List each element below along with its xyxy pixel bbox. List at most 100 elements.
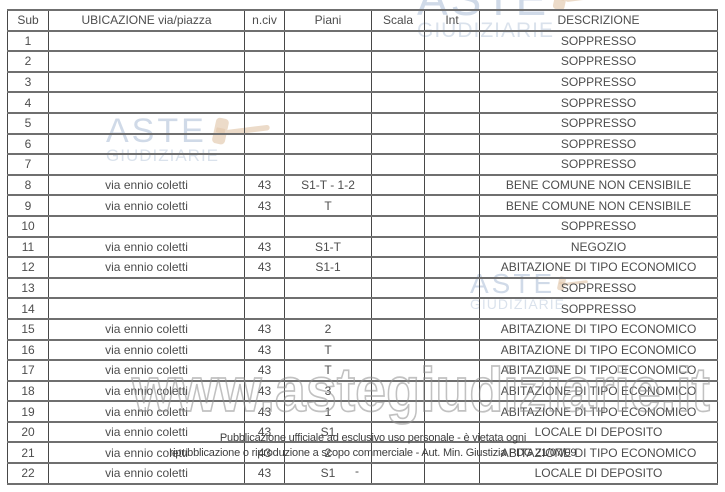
cell-sub: 18: [7, 379, 49, 403]
cell-scala: [371, 173, 425, 197]
cell-scala: [371, 276, 425, 300]
cell-int: [424, 173, 480, 197]
cell-nciv: [244, 276, 285, 300]
cell-piani: [284, 70, 372, 94]
cell-sub: 1: [7, 29, 49, 53]
cell-scala: [371, 70, 425, 94]
table-row: 9 via ennio coletti 43 T BENE COMUNE NON CEN…: [7, 194, 718, 217]
cell-ubicazione: via ennio coletti: [48, 379, 245, 403]
cell-int: [424, 194, 480, 217]
cadastral-units-table: Sub UBICAZIONE via/piazza n.civ Piani Scala I…: [7, 9, 718, 485]
cell-ubicazione: via ennio coletti: [48, 420, 245, 444]
table-row: 18 via ennio coletti 43 3 ABITAZIONE DI TIPO…: [7, 379, 718, 403]
table-row: 5 SOPPRESSO: [7, 111, 718, 135]
cell-nciv: [244, 29, 285, 53]
cell-piani: S1: [284, 462, 372, 485]
cell-ubicazione: via ennio coletti: [48, 338, 245, 362]
cell-int: [424, 111, 480, 135]
cell-descrizione: SOPPRESSO: [479, 153, 718, 176]
cell-piani: [284, 153, 372, 176]
cell-descrizione: SOPPRESSO: [479, 50, 718, 73]
cell-sub: 6: [7, 132, 49, 156]
cell-int: [424, 420, 480, 444]
column-header-sub: Sub: [7, 9, 49, 32]
cell-descrizione: ABITAZIONE DI TIPO ECONOMICO: [479, 400, 718, 423]
cell-ubicazione: [48, 91, 245, 114]
cell-descrizione: ABITAZIONE DI TIPO ECONOMICO: [479, 338, 718, 362]
table-row: 8 via ennio coletti 43 S1-T - 1-2 BENE COMUN…: [7, 173, 718, 197]
cell-piani: 2: [284, 317, 372, 341]
cell-piani: S1-1: [284, 256, 372, 279]
cell-ubicazione: via ennio coletti: [48, 173, 245, 197]
cell-descrizione: ABITAZIONE DI TIPO ECONOMICO: [479, 359, 718, 382]
cell-sub: 3: [7, 70, 49, 94]
cell-nciv: [244, 153, 285, 176]
cell-descrizione: BENE COMUNE NON CENSIBILE: [479, 173, 718, 197]
table-row: 12 via ennio coletti 43 S1-1 ABITAZIONE DI T…: [7, 256, 718, 279]
cell-int: [424, 441, 480, 465]
table-row: 3 SOPPRESSO: [7, 70, 718, 94]
cell-sub: 17: [7, 359, 49, 382]
cell-piani: T: [284, 359, 372, 382]
cell-piani: T: [284, 194, 372, 217]
cell-descrizione: SOPPRESSO: [479, 214, 718, 238]
cell-piani: [284, 132, 372, 156]
cell-nciv: 43: [244, 420, 285, 444]
cell-ubicazione: [48, 297, 245, 320]
cell-descrizione: SOPPRESSO: [479, 132, 718, 156]
cell-int: [424, 214, 480, 238]
table-row: 16 via ennio coletti 43 T ABITAZIONE DI TIPO…: [7, 338, 718, 362]
cell-scala: [371, 194, 425, 217]
cell-sub: 12: [7, 256, 49, 279]
cell-nciv: 43: [244, 194, 285, 217]
cell-nciv: [244, 297, 285, 320]
table-header-row: Sub UBICAZIONE via/piazza n.civ Piani Scala I…: [7, 9, 718, 32]
cell-descrizione: SOPPRESSO: [479, 297, 718, 320]
column-header-int: Int: [424, 9, 480, 32]
table-body: 1 SOPPRESSO 2 SOPPRESSO 3 SOPPRESSO 4 SOPPRESSO…: [7, 29, 718, 485]
cell-int: [424, 359, 480, 382]
column-header-piani: Piani: [284, 9, 372, 32]
cell-sub: 22: [7, 462, 49, 485]
table-row: 21 via ennio coletti 43 2 ABITAZIONE DI TIPO…: [7, 441, 718, 465]
cell-nciv: 43: [244, 256, 285, 279]
cell-descrizione: SOPPRESSO: [479, 29, 718, 53]
cell-scala: [371, 379, 425, 403]
cell-scala: [371, 91, 425, 114]
cell-ubicazione: [48, 70, 245, 94]
cell-descrizione: SOPPRESSO: [479, 91, 718, 114]
cell-sub: 9: [7, 194, 49, 217]
cell-scala: [371, 132, 425, 156]
cell-int: [424, 400, 480, 423]
cell-int: [424, 256, 480, 279]
cell-nciv: [244, 70, 285, 94]
cell-descrizione: NEGOZIO: [479, 235, 718, 259]
cell-piani: [284, 214, 372, 238]
cell-piani: [284, 50, 372, 73]
column-header-scala: Scala: [371, 9, 425, 32]
cell-sub: 21: [7, 441, 49, 465]
table-row: 17 via ennio coletti 43 T ABITAZIONE DI TIPO…: [7, 359, 718, 382]
cell-ubicazione: [48, 214, 245, 238]
cell-nciv: 43: [244, 441, 285, 465]
cell-sub: 7: [7, 153, 49, 176]
table-row: 20 via ennio coletti 43 S1 LOCALE DI DEPOSIT…: [7, 420, 718, 444]
cell-ubicazione: [48, 153, 245, 176]
cell-scala: [371, 50, 425, 73]
cell-descrizione: SOPPRESSO: [479, 70, 718, 94]
cell-nciv: 43: [244, 462, 285, 485]
cell-ubicazione: [48, 111, 245, 135]
cell-scala: [371, 317, 425, 341]
table-row: 10 SOPPRESSO: [7, 214, 718, 238]
cell-int: [424, 276, 480, 300]
table-row: 19 via ennio coletti 43 1 ABITAZIONE DI TIPO…: [7, 400, 718, 423]
column-header-nciv: n.civ: [244, 9, 285, 32]
cell-ubicazione: via ennio coletti: [48, 441, 245, 465]
cell-piani: [284, 91, 372, 114]
cell-piani: 2: [284, 441, 372, 465]
cell-ubicazione: via ennio coletti: [48, 462, 245, 485]
cell-nciv: [244, 214, 285, 238]
cell-piani: S1-T: [284, 235, 372, 259]
cell-scala: [371, 297, 425, 320]
